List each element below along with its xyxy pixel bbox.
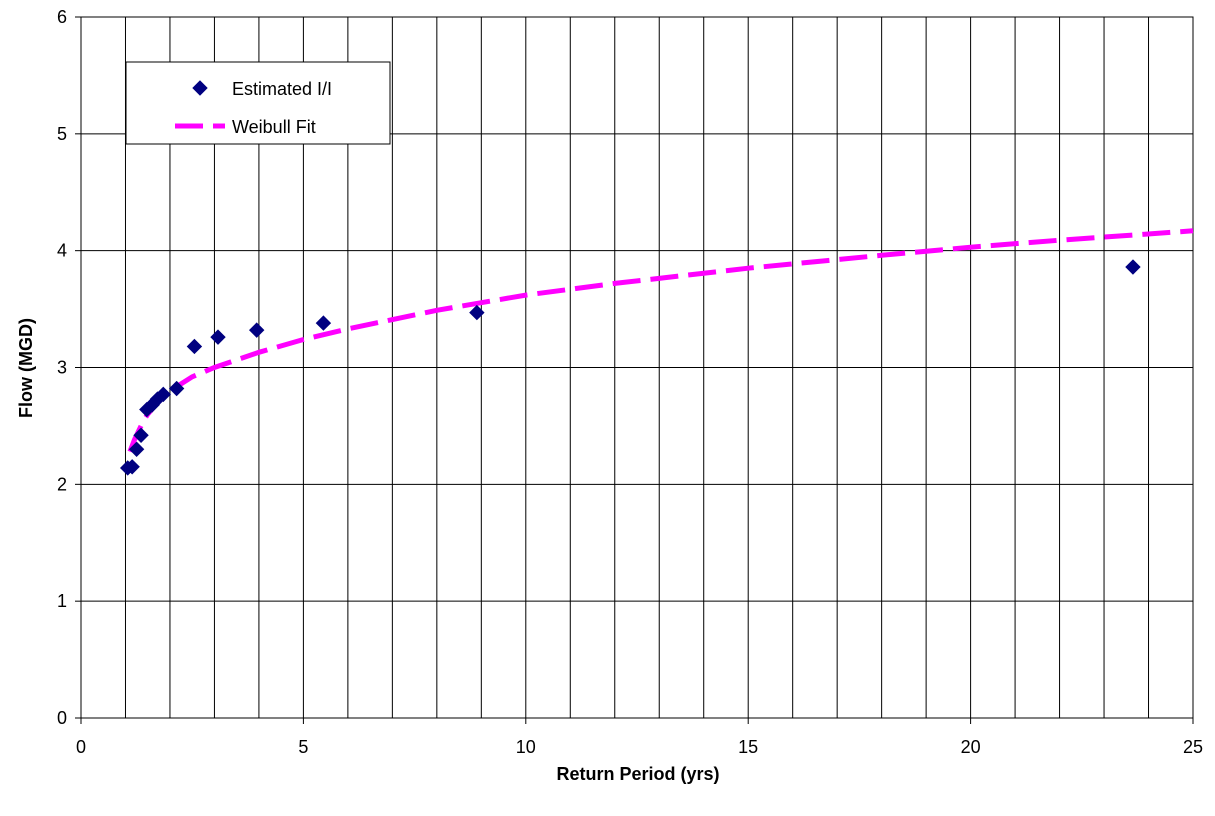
data-point bbox=[315, 315, 332, 331]
data-point bbox=[155, 386, 171, 403]
y-tick-label: 2 bbox=[57, 474, 67, 494]
legend: Estimated I/I Weibull Fit bbox=[125, 61, 391, 145]
series-layer bbox=[119, 228, 1194, 476]
data-point bbox=[124, 459, 140, 475]
data-point bbox=[248, 322, 265, 338]
data-point bbox=[210, 329, 226, 345]
x-tick-label: 0 bbox=[76, 737, 86, 757]
x-tick-label: 15 bbox=[738, 737, 758, 757]
y-tick-label: 3 bbox=[57, 358, 67, 378]
data-point bbox=[168, 380, 185, 397]
data-point bbox=[186, 338, 203, 355]
y-tick-label: 0 bbox=[57, 708, 67, 728]
data-point bbox=[128, 441, 145, 457]
tick-labels: 0 5 10 15 20 25 0 1 2 3 4 5 6 bbox=[57, 7, 1203, 757]
y-tick-label: 1 bbox=[57, 591, 67, 611]
y-tick-label: 4 bbox=[57, 241, 67, 261]
data-point bbox=[469, 304, 485, 321]
x-tick-label: 10 bbox=[516, 737, 536, 757]
data-point bbox=[133, 427, 149, 443]
x-tick-label: 5 bbox=[298, 737, 308, 757]
legend-label-weibull: Weibull Fit bbox=[232, 117, 316, 137]
y-tick-label: 5 bbox=[57, 124, 67, 144]
y-tick-label: 6 bbox=[57, 7, 67, 27]
data-point bbox=[1125, 259, 1141, 275]
legend-box bbox=[125, 61, 391, 145]
x-tick-label: 25 bbox=[1183, 737, 1203, 757]
weibull-fit-line bbox=[127, 228, 1194, 453]
legend-marker-estimated bbox=[192, 80, 208, 96]
y-axis-title: Flow (MGD) bbox=[16, 318, 36, 418]
x-axis-title: Return Period (yrs) bbox=[556, 764, 719, 784]
x-tick-label: 20 bbox=[961, 737, 981, 757]
legend-label-estimated: Estimated I/I bbox=[232, 79, 332, 99]
